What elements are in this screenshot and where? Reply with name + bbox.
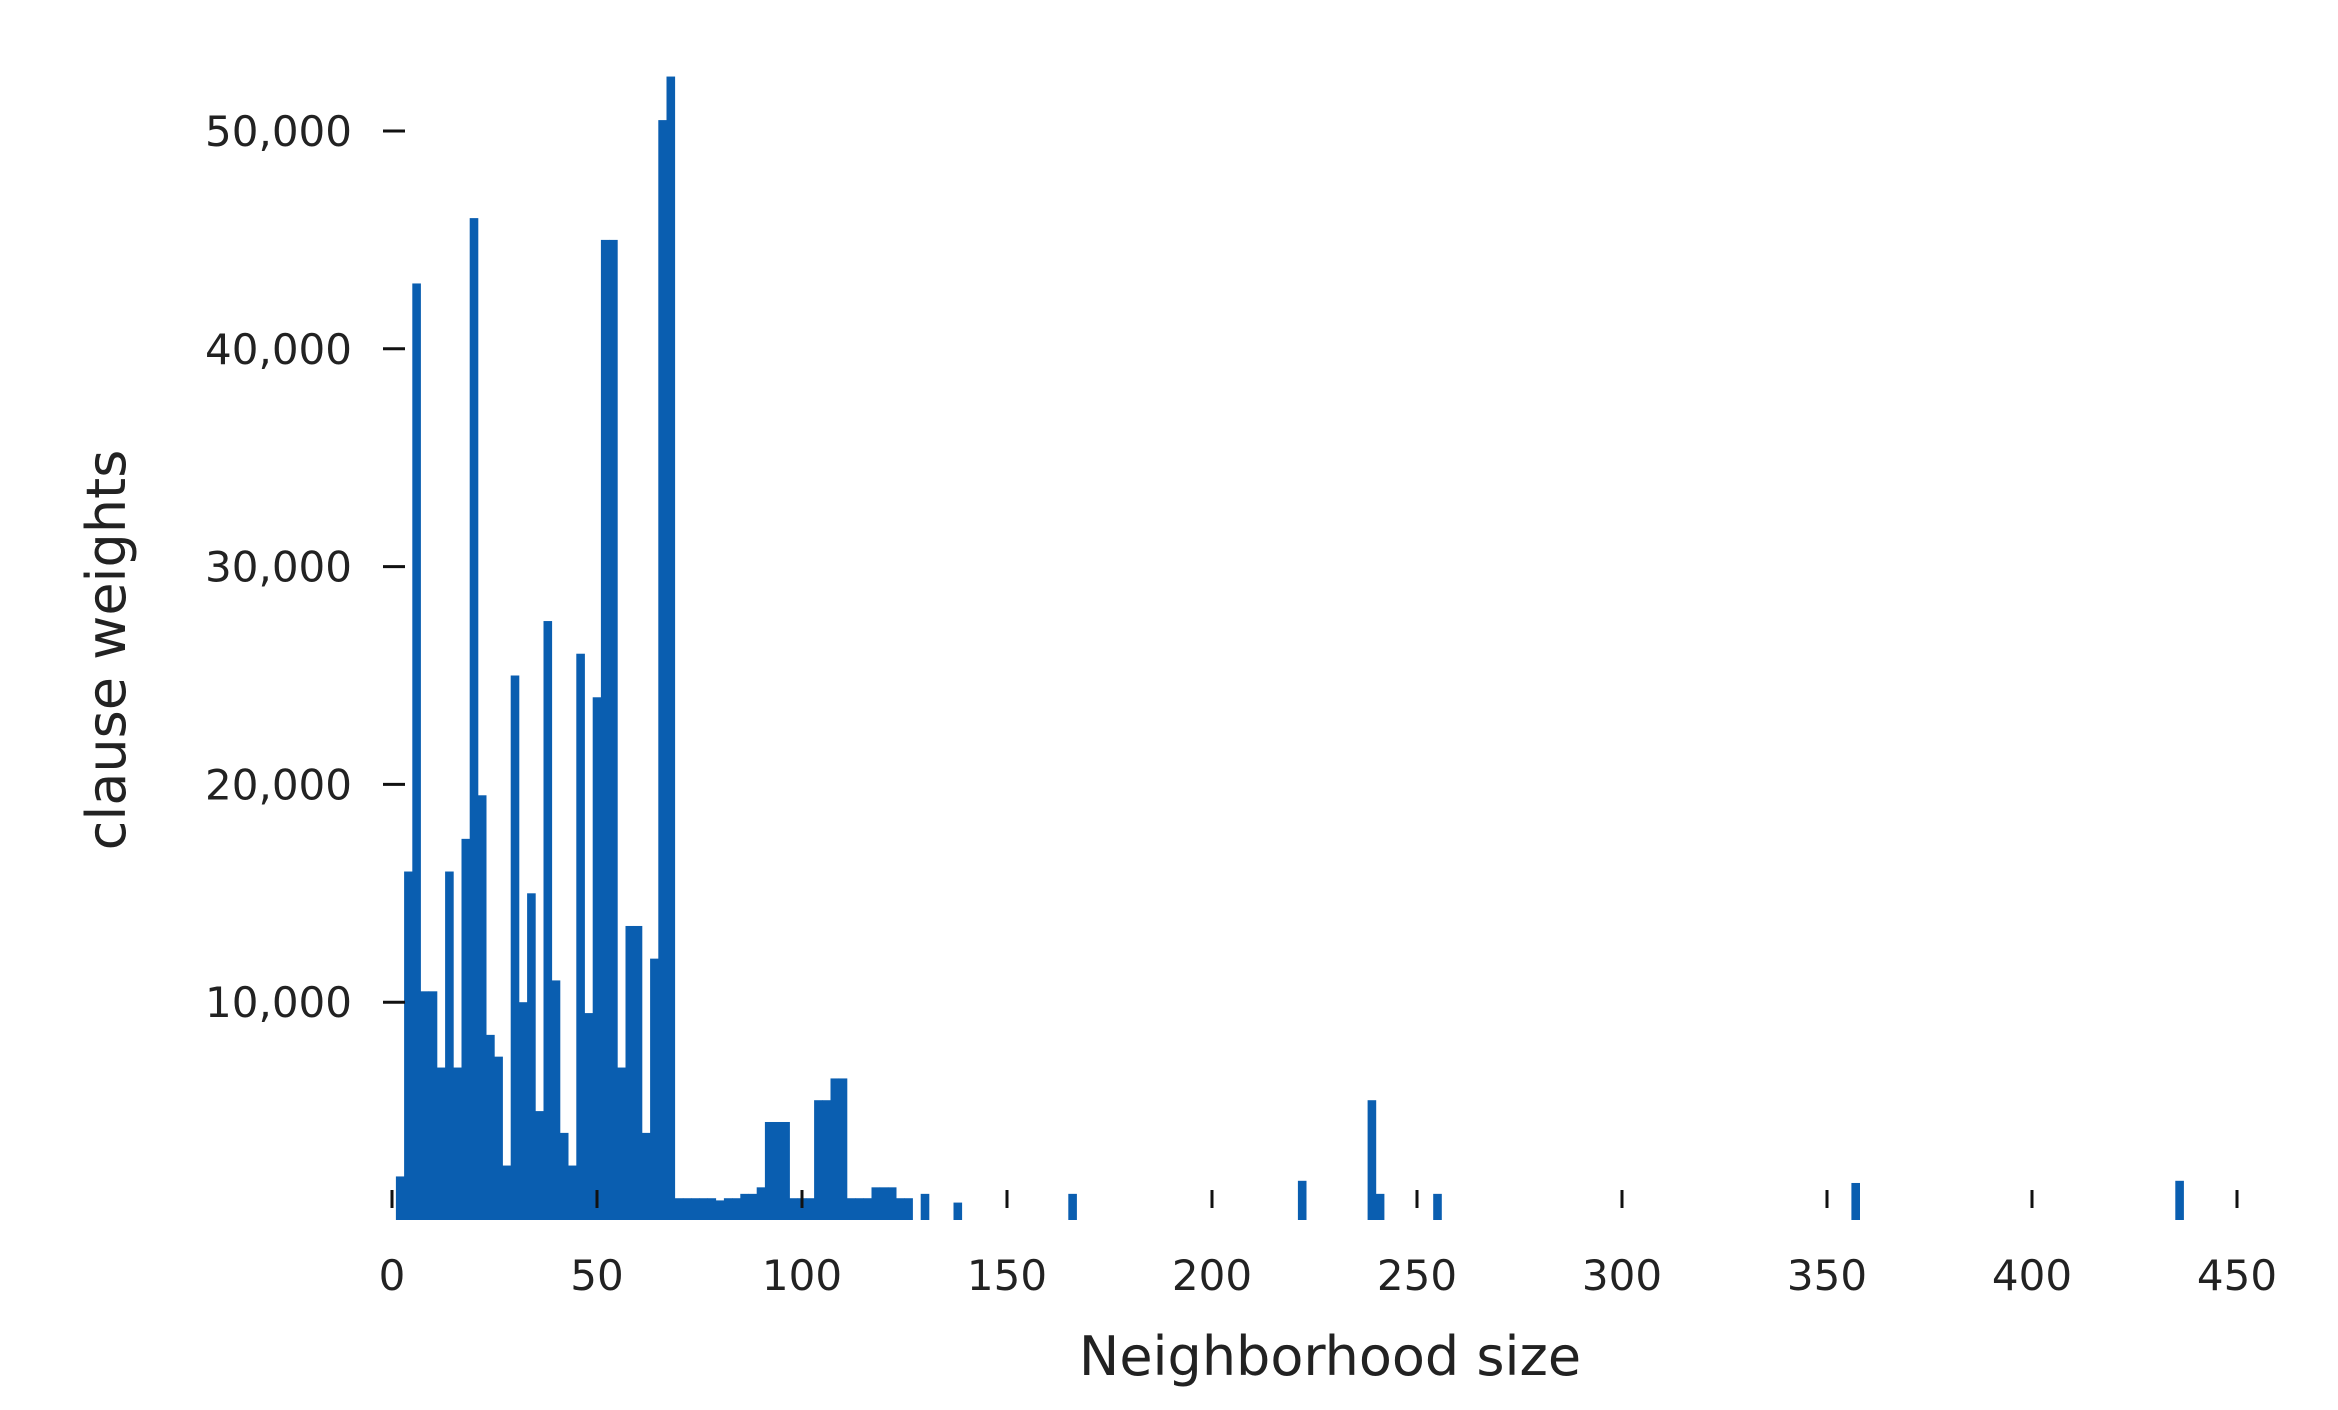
bar (953, 1202, 963, 1220)
bar (805, 1198, 815, 1220)
bar (879, 1187, 889, 1220)
bar (625, 925, 635, 1220)
bar (559, 1132, 569, 1220)
bar (477, 795, 487, 1220)
bar (518, 1002, 528, 1220)
bar (682, 1198, 692, 1220)
bar (740, 1193, 749, 1220)
x-tick-label: 300 (1582, 1251, 1662, 1300)
bar (404, 871, 413, 1220)
y-tick-label: 20,000 (205, 760, 352, 809)
bar (674, 1198, 684, 1220)
bar (756, 1187, 766, 1220)
y-axis-label: clause weights (75, 450, 138, 851)
bar (830, 1078, 840, 1220)
x-tick-label: 400 (1992, 1251, 2072, 1300)
bar (543, 621, 553, 1220)
bar (781, 1121, 790, 1220)
bar-series (395, 76, 2184, 1221)
bar (855, 1198, 864, 1220)
bar (535, 1111, 544, 1220)
bar (486, 1034, 495, 1220)
bar (863, 1198, 872, 1220)
bar (666, 76, 676, 1220)
bar (838, 1078, 848, 1220)
bar (494, 1056, 503, 1220)
bar (1433, 1193, 1442, 1220)
bar (691, 1198, 700, 1220)
bar (1068, 1193, 1077, 1220)
bar (822, 1100, 831, 1220)
bar (428, 991, 438, 1220)
bar (1367, 1100, 1377, 1220)
bar (920, 1193, 930, 1220)
x-axis-ticks: 0 50 100 150 200 250 300 350 400 450 (379, 1190, 2277, 1300)
bar (568, 1165, 577, 1220)
bar (723, 1198, 733, 1220)
bar (2175, 1180, 2184, 1220)
bar (896, 1198, 905, 1220)
bar (551, 980, 561, 1220)
bar (715, 1200, 725, 1220)
bar (789, 1198, 799, 1220)
x-tick-label: 350 (1787, 1251, 1867, 1300)
x-tick-label: 50 (570, 1251, 623, 1300)
bar (871, 1187, 881, 1220)
bar (412, 283, 421, 1221)
bar (510, 675, 520, 1220)
y-tick-label: 10,000 (205, 978, 352, 1027)
bar (420, 991, 430, 1220)
bar (773, 1121, 782, 1220)
bar (732, 1198, 741, 1220)
bar (764, 1121, 774, 1220)
bar (1851, 1182, 1860, 1220)
x-tick-label: 450 (2197, 1251, 2277, 1300)
bar (395, 1176, 405, 1220)
x-tick-label: 150 (967, 1251, 1047, 1300)
bar (1375, 1193, 1385, 1220)
x-tick-label: 100 (762, 1251, 842, 1300)
bar (600, 239, 610, 1220)
y-axis-ticks: 10,000 20,000 30,000 40,000 50,000 (205, 107, 405, 1027)
bar (846, 1198, 856, 1220)
bar (699, 1198, 708, 1220)
bar (707, 1198, 717, 1220)
bar (658, 120, 667, 1221)
bar (527, 893, 536, 1220)
bar (1297, 1180, 1307, 1220)
bar (641, 1132, 651, 1220)
x-tick-label: 0 (379, 1251, 406, 1300)
bar (576, 653, 585, 1220)
bar (461, 838, 471, 1220)
x-axis-label: Neighborhood size (1079, 1325, 1581, 1388)
y-tick-label: 40,000 (205, 325, 352, 374)
bar (814, 1100, 823, 1220)
bar (904, 1198, 913, 1220)
bar (584, 1013, 594, 1220)
bar (445, 871, 454, 1220)
bar (469, 218, 479, 1220)
bar (592, 697, 602, 1220)
bar (609, 239, 618, 1220)
bar (650, 958, 659, 1220)
bar (633, 925, 643, 1220)
bar (502, 1165, 512, 1220)
bar (453, 1067, 462, 1220)
y-tick-label: 30,000 (205, 543, 352, 592)
x-tick-label: 250 (1377, 1251, 1457, 1300)
bar (748, 1193, 758, 1220)
bar (797, 1198, 807, 1220)
bar (617, 1067, 626, 1220)
y-tick-label: 50,000 (205, 107, 352, 156)
bar (887, 1187, 897, 1220)
bar (436, 1067, 446, 1220)
x-tick-label: 200 (1172, 1251, 1252, 1300)
